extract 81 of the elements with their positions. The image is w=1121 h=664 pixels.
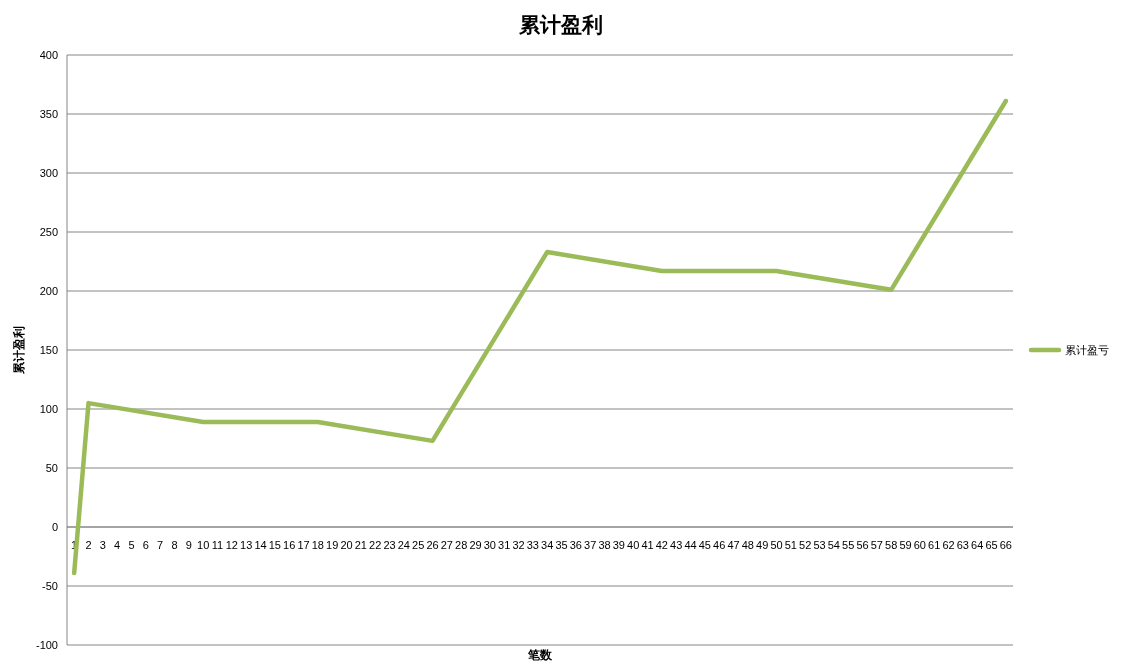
x-tick-label: 7 [157,539,164,551]
x-tick-label: 42 [655,539,668,551]
y-tick-label: 350 [39,108,58,120]
y-tick-label: 200 [39,285,58,297]
x-tick-label: 18 [311,539,324,551]
x-tick-label: 47 [727,539,740,551]
x-tick-label: 31 [498,539,511,551]
x-tick-label: 24 [397,539,410,551]
x-tick-label: 50 [770,539,783,551]
x-tick-label: 60 [913,539,926,551]
x-tick-label: 28 [455,539,468,551]
x-tick-label: 21 [354,539,367,551]
x-tick-label: 45 [698,539,711,551]
x-tick-label: 11 [211,539,224,551]
x-tick-label: 15 [268,539,281,551]
x-tick-label: 9 [185,539,192,551]
x-tick-label: 20 [340,539,353,551]
y-axis-title: 累计盈利 [12,326,26,375]
x-tick-label: 66 [999,539,1012,551]
x-tick-label: 19 [326,539,339,551]
x-tick-label: 14 [254,539,267,551]
y-tick-label: 0 [51,521,58,533]
x-tick-label: 5 [128,539,135,551]
x-tick-label: 55 [842,539,855,551]
x-tick-label: 29 [469,539,482,551]
x-tick-label: 12 [225,539,238,551]
x-tick-label: 22 [369,539,382,551]
y-tick-label: 100 [39,403,58,415]
x-tick-label: 65 [985,539,998,551]
y-tick-label: -50 [42,580,58,592]
x-tick-label: 52 [799,539,812,551]
x-tick-label: 59 [899,539,912,551]
x-tick-label: 27 [440,539,453,551]
x-tick-label: 17 [297,539,310,551]
x-tick-label: 8 [171,539,178,551]
y-tick-label: 400 [39,49,58,61]
x-tick-label: 64 [971,539,984,551]
x-tick-label: 4 [114,539,121,551]
x-tick-label: 53 [813,539,826,551]
x-tick-label: 51 [784,539,797,551]
x-tick-label: 48 [741,539,754,551]
y-tick-label: -100 [35,639,58,651]
y-tick-label: 150 [39,344,58,356]
x-axis-title: 笔数 [527,648,553,662]
x-tick-label: 10 [197,539,210,551]
x-tick-label: 3 [99,539,106,551]
x-tick-label: 37 [584,539,597,551]
x-tick-label: 26 [426,539,439,551]
x-tick-label: 30 [483,539,496,551]
x-tick-label: 39 [612,539,625,551]
x-tick-label: 57 [870,539,883,551]
x-tick-label: 35 [555,539,568,551]
x-tick-label: 23 [383,539,396,551]
x-tick-label: 16 [283,539,296,551]
y-tick-label: 300 [39,167,58,179]
x-tick-label: 33 [526,539,539,551]
x-tick-label: 6 [142,539,149,551]
x-tick-label: 40 [627,539,640,551]
x-tick-label: 13 [240,539,253,551]
x-tick-label: 43 [670,539,683,551]
legend-label: 累计盈亏 [1065,344,1109,356]
x-tick-label: 62 [942,539,955,551]
x-tick-label: 2 [85,539,92,551]
x-tick-label: 63 [956,539,969,551]
x-tick-label: 61 [928,539,941,551]
x-tick-label: 49 [756,539,769,551]
x-tick-label: 56 [856,539,869,551]
legend: 累计盈亏 [1028,344,1109,356]
y-tick-label: 250 [39,226,58,238]
x-tick-label: 25 [412,539,425,551]
x-tick-label: 58 [885,539,898,551]
x-tick-label: 44 [684,539,697,551]
x-tick-label: 34 [541,539,554,551]
x-tick-label: 54 [827,539,840,551]
y-tick-label: 50 [45,462,58,474]
x-tick-label: 38 [598,539,611,551]
chart-title: 累计盈利 [517,12,603,36]
x-tick-label: 36 [569,539,582,551]
x-tick-label: 41 [641,539,654,551]
x-tick-label: 32 [512,539,525,551]
x-tick-label: 46 [713,539,726,551]
